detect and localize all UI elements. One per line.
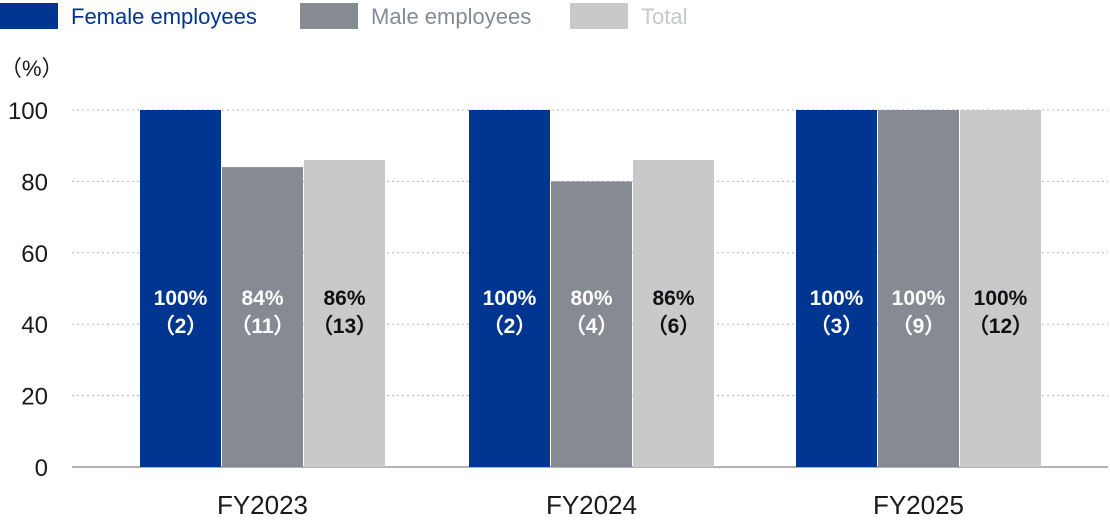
legend-label: Female employees: [71, 4, 257, 29]
y-axis-unit-label: （%）: [0, 56, 64, 81]
bar-value-label: 100%: [810, 287, 864, 310]
bar: [304, 159, 385, 468]
y-tick-label: 40: [21, 312, 48, 339]
bar-value-label: 80%: [570, 287, 612, 310]
y-tick-label: 0: [35, 455, 48, 482]
y-tick-label: 80: [21, 169, 48, 196]
x-category-label: FY2024: [546, 490, 637, 520]
bar-value-label: 100%: [974, 287, 1028, 310]
bar-count-label: （3）: [810, 314, 864, 338]
bar-count-label: （2）: [154, 314, 208, 338]
bar: [222, 167, 303, 467]
bar-count-label: （2）: [483, 314, 537, 338]
bar: [469, 110, 550, 467]
bar-value-label: 100%: [154, 287, 208, 310]
y-tick-label: 60: [21, 241, 48, 268]
y-tick-label: 20: [21, 384, 48, 411]
legend-label: Total: [641, 4, 687, 29]
y-tick-label: 100: [8, 98, 48, 125]
legend-swatch: [570, 3, 628, 29]
bar-count-label: （4）: [565, 314, 619, 338]
bar-value-label: 100%: [892, 287, 946, 310]
bar-value-label: 100%: [483, 287, 537, 310]
bar-value-label: 86%: [323, 287, 365, 310]
bar: [878, 110, 959, 467]
x-category-label: FY2025: [873, 490, 964, 520]
bar-value-label: 84%: [241, 287, 283, 310]
bar-count-label: （13）: [312, 314, 377, 338]
legend-label: Male employees: [371, 4, 531, 29]
legend-swatch: [300, 3, 358, 29]
bar-count-label: （9）: [892, 314, 946, 338]
bar: [796, 110, 877, 467]
bar: [960, 110, 1041, 467]
bar-value-label: 86%: [652, 287, 694, 310]
bar-count-label: （11）: [230, 314, 294, 338]
bar: [551, 181, 632, 467]
legend-swatch: [0, 3, 58, 29]
bar-count-label: （12）: [968, 314, 1033, 338]
bar-count-label: （6）: [647, 314, 701, 338]
bar: [140, 110, 221, 467]
bar: [633, 159, 714, 468]
x-category-label: FY2023: [217, 490, 308, 520]
